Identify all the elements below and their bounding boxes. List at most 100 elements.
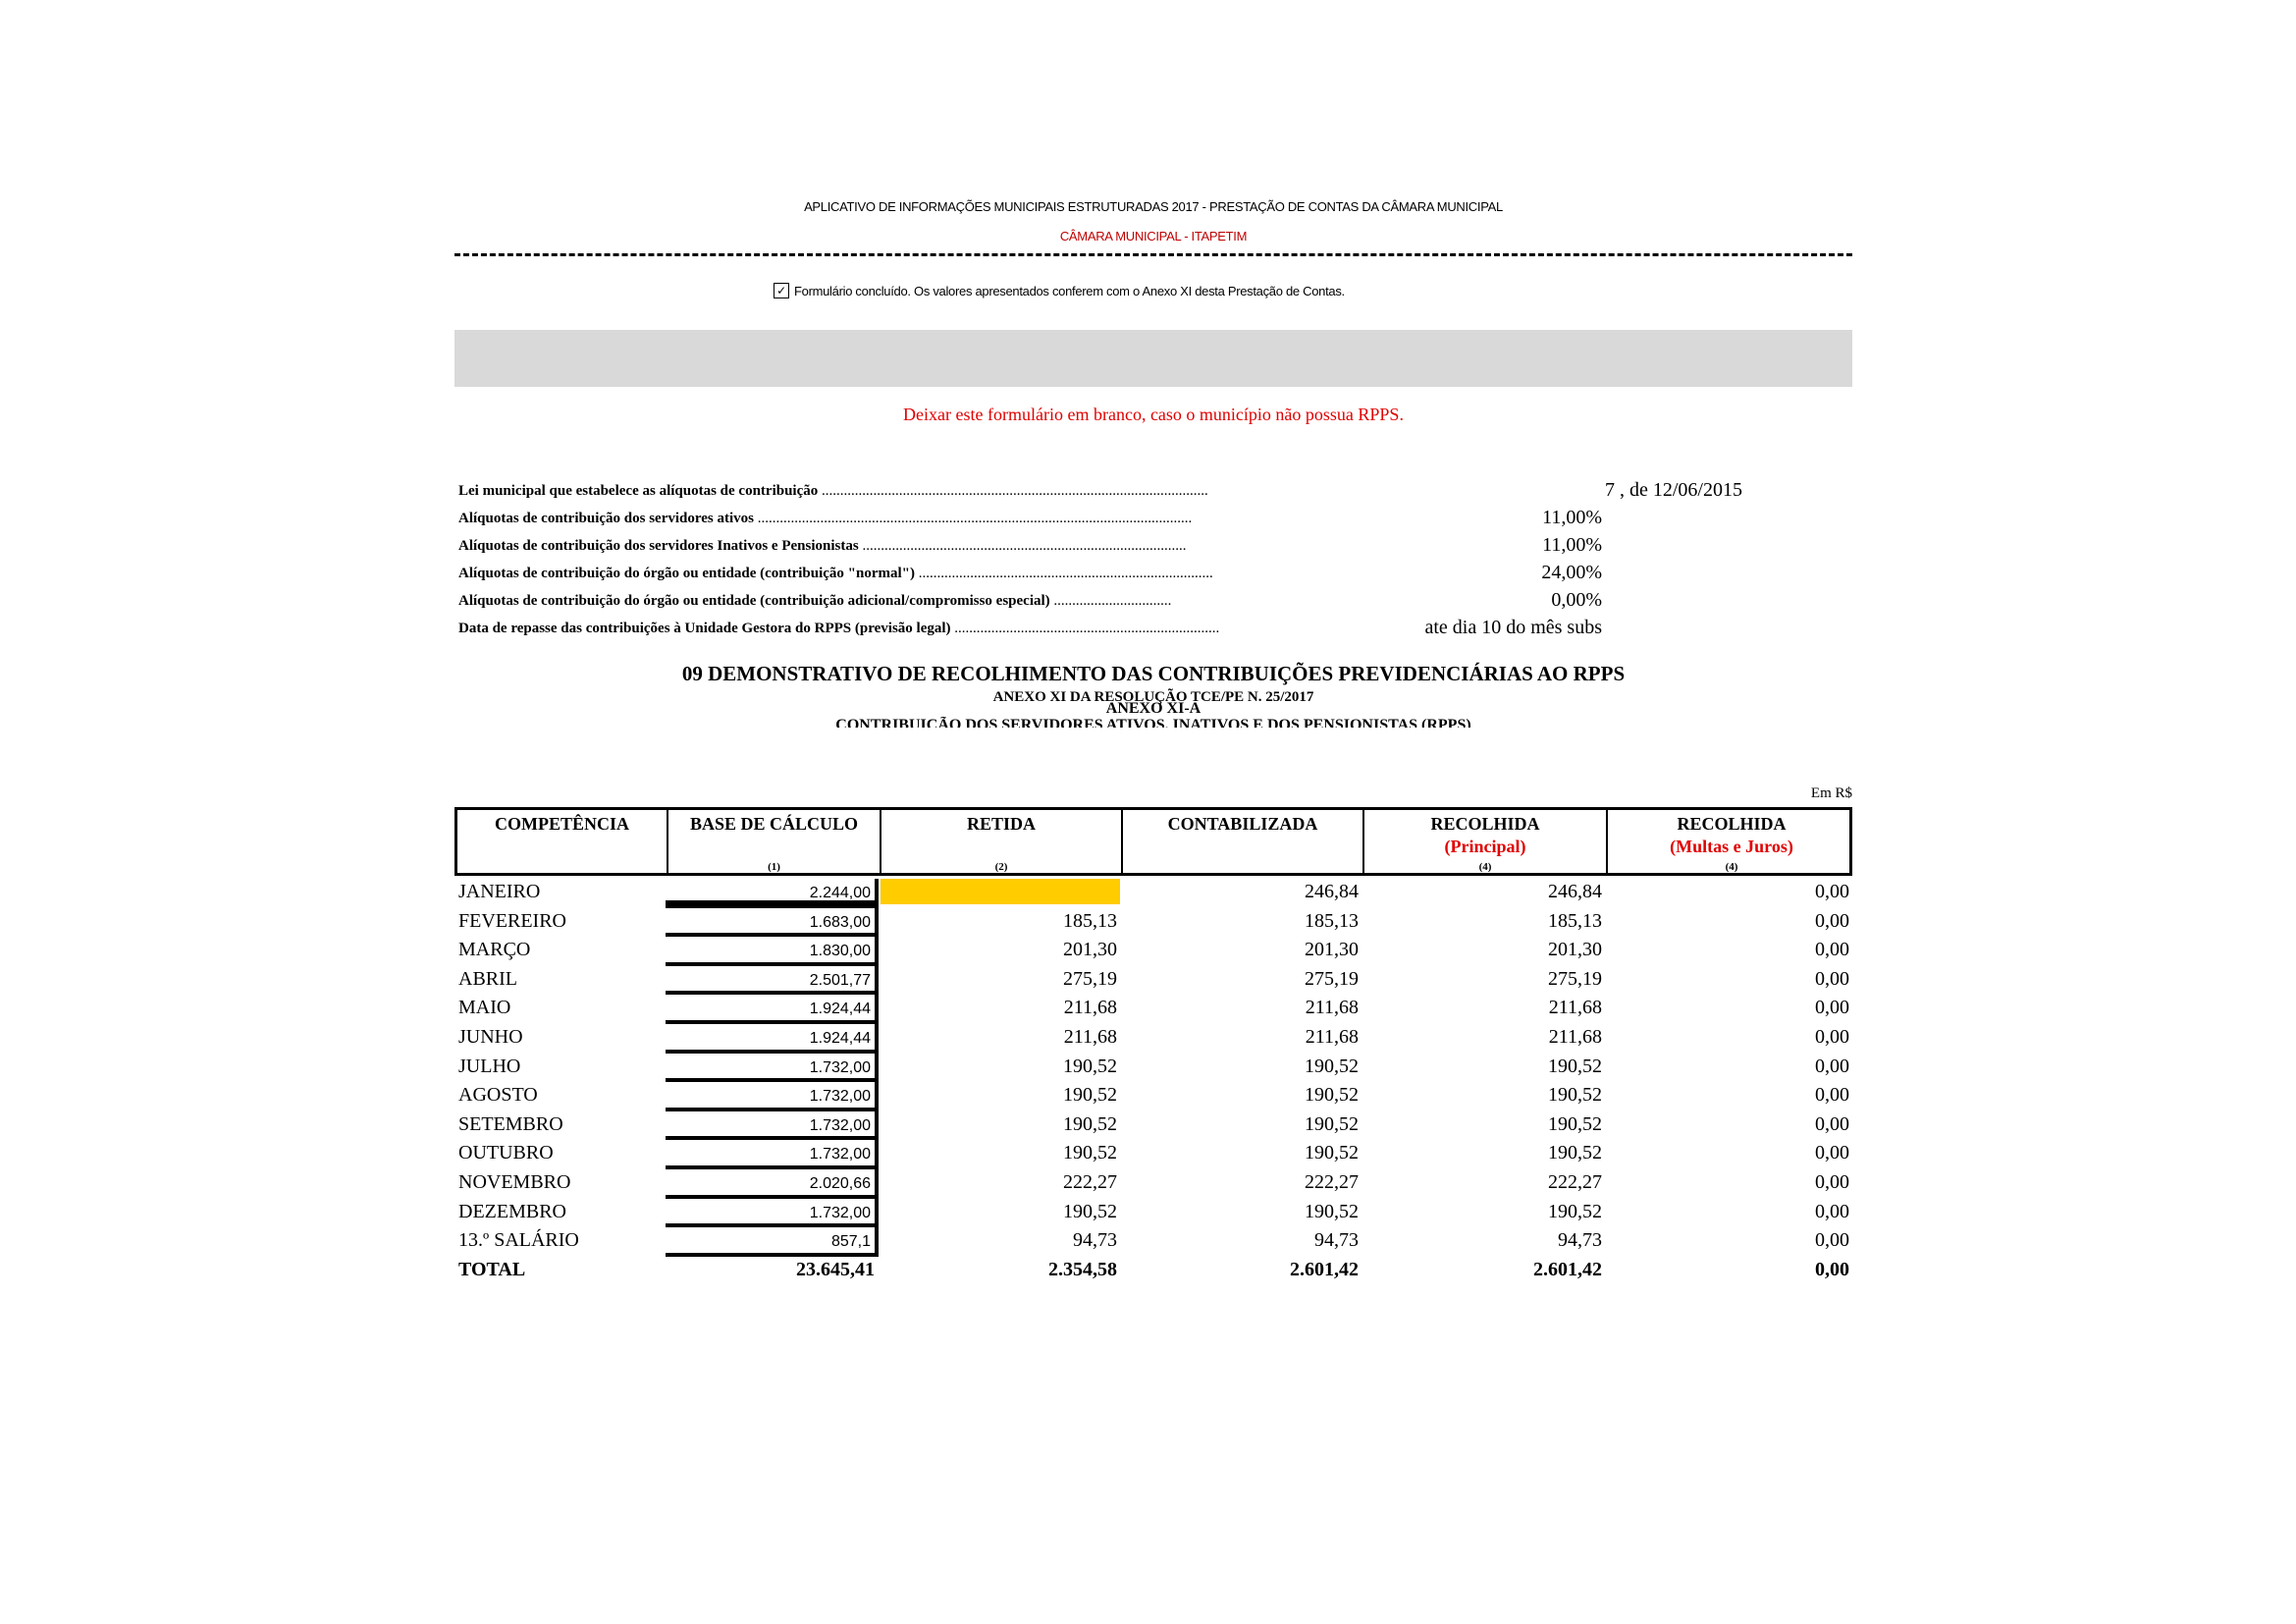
cell-base-calculo[interactable]: 1.732,00 (666, 1082, 879, 1111)
cell-contabilizada: 2.601,42 (1290, 1258, 1359, 1280)
info-label-text: Data de repasse das contribuições à Unid… (458, 621, 951, 636)
column-header: RECOLHIDA (Multas e Juros) (4) (1608, 810, 1855, 873)
cell-retida[interactable] (881, 879, 1120, 904)
column-note: (4) (1725, 861, 1738, 873)
checkbox-checked-icon[interactable]: ✓ (774, 283, 789, 298)
cell-base-calculo[interactable]: 1.732,00 (666, 1110, 879, 1141)
cell-retida[interactable]: 190,52 (1063, 1112, 1117, 1135)
cell-recolhida-principal: 211,68 (1548, 1026, 1602, 1048)
cell-base-calculo[interactable]: 1.732,00 (666, 1198, 879, 1228)
cell-recolhida-multas: 0,00 (1815, 1258, 1849, 1280)
info-label: Alíquotas de contribuição dos servidores… (458, 511, 1192, 527)
table-row: NOVEMBRO 2.020,66 222,27 222,27 222,27 0,00 (454, 1169, 1852, 1199)
form-subtitle: ANEXO XI DA RESOLUÇÃO TCE/PE N. 25/2017 (992, 689, 1314, 705)
cell-competencia: MARÇO (458, 939, 531, 961)
table-header: COMPETÊNCIA BASE DE CÁLCULO (1) RETIDA (2) CO… (454, 807, 1852, 876)
cell-recolhida-multas: 0,00 (1815, 939, 1849, 961)
cell-recolhida-multas: 0,00 (1815, 1200, 1849, 1222)
table-row: SETEMBRO 1.732,00 190,52 190,52 190,52 0,00 (454, 1110, 1852, 1141)
cell-retida[interactable]: 211,68 (1063, 997, 1117, 1019)
info-label-text: Alíquotas de contribuição dos servidores… (458, 538, 859, 554)
cell-retida[interactable]: 211,68 (1063, 1026, 1117, 1048)
cell-competencia: JUNHO (458, 1026, 523, 1048)
cell-recolhida-multas: 0,00 (1815, 1171, 1849, 1193)
cell-retida[interactable]: 94,73 (1073, 1229, 1117, 1252)
annex-title: ANEXO XI-A (1105, 700, 1201, 717)
cell-base-calculo[interactable]: 1.830,00 (666, 937, 879, 966)
info-label: Alíquotas de contribuição dos servidores… (458, 538, 1186, 555)
cell-retida[interactable]: 275,19 (1063, 967, 1117, 990)
cell-base-calculo[interactable]: 2.020,66 (666, 1169, 879, 1199)
cell-base-calculo[interactable]: 857,1 (666, 1227, 879, 1257)
table-row: ABRIL 2.501,77 275,19 275,19 275,19 0,00 (454, 965, 1852, 996)
cell-retida[interactable]: 185,13 (1063, 909, 1117, 932)
cell-recolhida-multas: 0,00 (1815, 1026, 1849, 1048)
cell-recolhida-multas: 0,00 (1815, 997, 1849, 1019)
cell-recolhida-multas: 0,00 (1815, 909, 1849, 932)
cell-recolhida-principal: 190,52 (1548, 1055, 1602, 1077)
cell-competencia: ABRIL (458, 967, 517, 990)
cell-recolhida-multas: 0,00 (1815, 1229, 1849, 1252)
info-value: ate dia 10 do mês subs (1424, 617, 1602, 638)
cell-base-calculo[interactable]: 1.924,44 (666, 995, 879, 1024)
cell-retida[interactable]: 190,52 (1063, 1055, 1117, 1077)
cell-base-calculo[interactable]: 1.683,00 (666, 907, 879, 938)
info-label-text: Alíquotas de contribuição do órgão ou en… (458, 593, 1050, 609)
info-label-text: Alíquotas de contribuição dos servidores… (458, 511, 754, 526)
cell-recolhida-principal: 190,52 (1548, 1112, 1602, 1135)
cell-competencia: DEZEMBRO (458, 1200, 566, 1222)
cell-base-calculo: 23.645,41 (796, 1258, 875, 1280)
app-title: APLICATIVO DE INFORMAÇÕES MUNICIPAIS EST… (804, 199, 1503, 214)
info-label: Alíquotas de contribuição do órgão ou en… (458, 593, 1171, 610)
column-header: CONTABILIZADA (1123, 810, 1364, 873)
cell-retida[interactable]: 190,52 (1063, 1200, 1117, 1222)
cell-recolhida-multas: 0,00 (1815, 881, 1849, 902)
cell-competencia: TOTAL (458, 1258, 526, 1280)
cell-contabilizada: 211,68 (1305, 997, 1359, 1019)
cell-retida: 2.354,58 (1048, 1258, 1117, 1280)
cell-competencia: JULHO (458, 1055, 521, 1077)
dot-leader: ........................................… (950, 621, 1220, 636)
cell-retida[interactable]: 201,30 (1063, 939, 1117, 961)
cell-retida[interactable]: 190,52 (1063, 1142, 1117, 1164)
cell-recolhida-principal: 185,13 (1548, 909, 1602, 932)
info-value: 0,00% (1551, 589, 1602, 611)
cell-recolhida-principal: 211,68 (1548, 997, 1602, 1019)
cell-retida[interactable]: 190,52 (1063, 1084, 1117, 1107)
column-note: (1) (768, 861, 780, 873)
column-label: BASE DE CÁLCULO (689, 814, 859, 834)
column-header: RECOLHIDA (Principal) (4) (1364, 810, 1608, 873)
cell-recolhida-principal: 2.601,42 (1533, 1258, 1602, 1280)
cell-recolhida-principal: 201,30 (1548, 939, 1602, 961)
info-label: Alíquotas de contribuição do órgão ou en… (458, 566, 1213, 582)
info-value: 7 , de 12/06/2015 (1605, 479, 1742, 501)
cell-competencia: MAIO (458, 997, 511, 1019)
cell-base-calculo[interactable]: 1.732,00 (666, 1053, 879, 1083)
info-value: 11,00% (1542, 507, 1602, 528)
cell-base-calculo[interactable]: 1.732,00 (666, 1140, 879, 1169)
column-header: RETIDA (2) (881, 810, 1123, 873)
cell-base-calculo[interactable]: 1.924,44 (666, 1024, 879, 1054)
annex-subtitle: CONTRIBUIÇÃO DOS SERVIDORES ATIVOS, INAT… (835, 717, 1471, 728)
cell-contabilizada: 94,73 (1314, 1229, 1359, 1252)
dot-leader: ........................................… (858, 538, 1187, 554)
cell-base-calculo[interactable]: 2.501,77 (666, 965, 879, 996)
info-label: Lei municipal que estabelece as alíquota… (458, 483, 1208, 500)
cell-contabilizada: 190,52 (1305, 1200, 1359, 1222)
cell-recolhida-principal: 246,84 (1548, 881, 1602, 902)
info-label: Data de repasse das contribuições à Unid… (458, 621, 1219, 637)
total-row: TOTAL 23.645,41 2.354,58 2.601,42 2.601,42 0,… (454, 1257, 1852, 1286)
cell-recolhida-multas: 0,00 (1815, 1142, 1849, 1164)
table-row: OUTUBRO 1.732,00 190,52 190,52 190,52 0,00 (454, 1140, 1852, 1169)
info-label-text: Lei municipal que estabelece as alíquota… (458, 483, 819, 499)
cell-contabilizada: 190,52 (1305, 1112, 1359, 1135)
cell-retida[interactable]: 222,27 (1063, 1171, 1117, 1193)
cell-base-calculo[interactable]: 2.244,00 (666, 879, 879, 908)
cell-competencia: FEVEREIRO (458, 909, 566, 932)
table-row: FEVEREIRO 1.683,00 185,13 185,13 185,13 0,00 (454, 907, 1852, 938)
cell-recolhida-multas: 0,00 (1815, 1084, 1849, 1107)
cell-recolhida-principal: 222,27 (1548, 1171, 1602, 1193)
cell-competencia: SETEMBRO (458, 1112, 563, 1135)
column-label: CONTABILIZADA (1167, 814, 1318, 834)
cell-contabilizada: 190,52 (1305, 1084, 1359, 1107)
